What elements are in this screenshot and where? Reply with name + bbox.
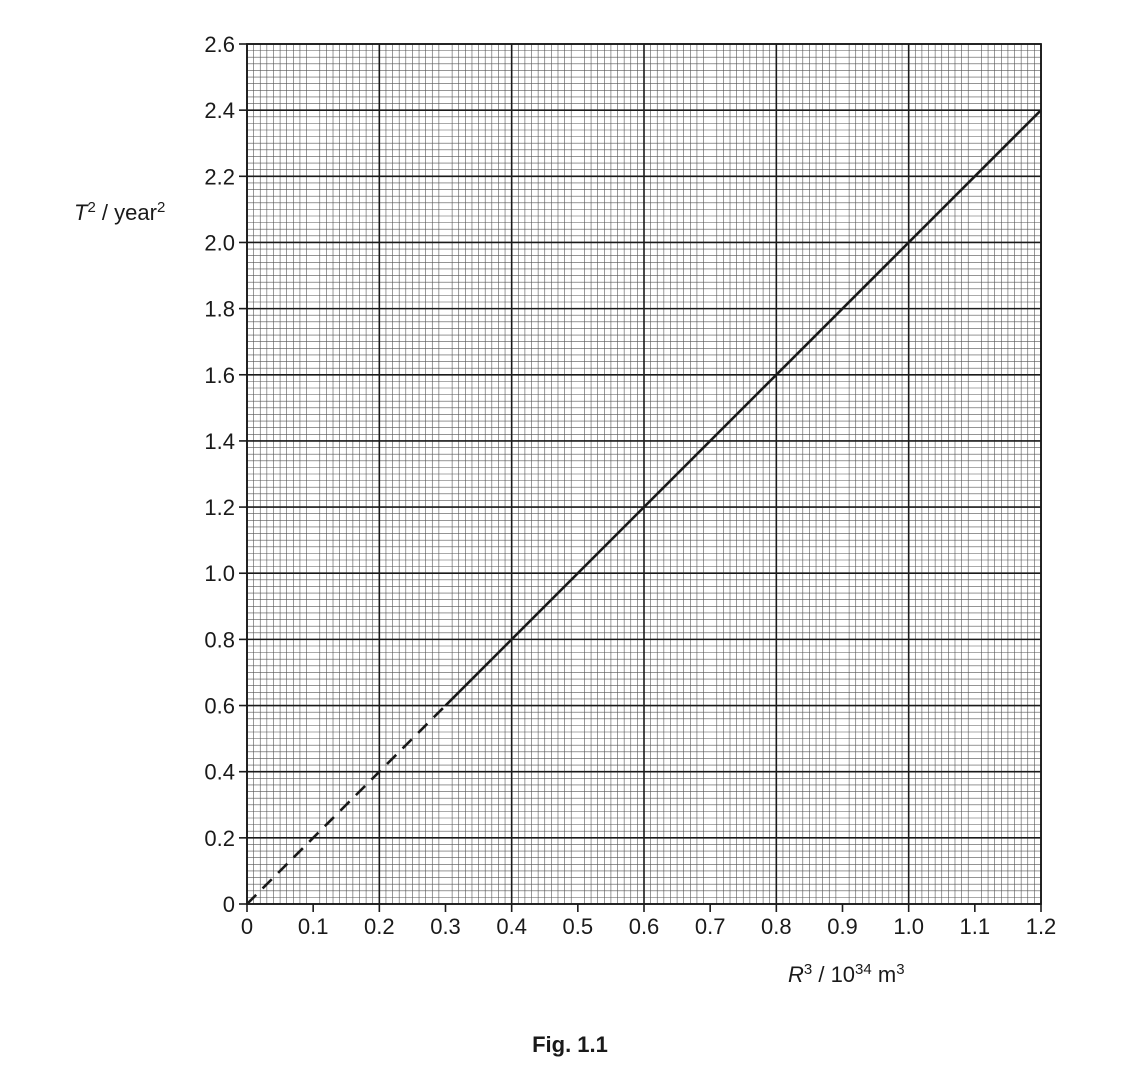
y-axis-symbol-exponent: 2 bbox=[87, 199, 95, 216]
x-tick-label: 0.7 bbox=[695, 914, 726, 939]
x-tick-label: 0 bbox=[241, 914, 253, 939]
x-tick-label: 0.1 bbox=[298, 914, 329, 939]
y-tick-label: 1.4 bbox=[204, 429, 235, 454]
x-axis-unit-exponent-2: 3 bbox=[896, 961, 904, 978]
x-tick-label: 0.2 bbox=[364, 914, 395, 939]
x-tick-label: 1.1 bbox=[960, 914, 991, 939]
y-axis-symbol: T bbox=[74, 200, 89, 225]
y-tick-labels: 0 0.2 0.4 0.6 0.8 1.0 1.2 1.4 1.6 1.8 2.0 2.2 2.4 2.6 bbox=[204, 32, 247, 917]
y-axis-label: T2 / year2 bbox=[74, 199, 165, 226]
x-axis-unit-prefix: / 10 bbox=[812, 962, 855, 987]
y-tick-label: 2.6 bbox=[204, 32, 235, 57]
y-tick-label: 1.6 bbox=[204, 363, 235, 388]
y-tick-label: 2.2 bbox=[204, 164, 235, 189]
x-tick-label: 0.5 bbox=[563, 914, 594, 939]
x-tick-labels: 0 0.1 0.2 0.3 0.4 0.5 0.6 0.7 0.8 0.9 1.0 1.1 1.2 bbox=[241, 904, 1056, 939]
y-tick-label: 0.8 bbox=[204, 627, 235, 652]
x-axis-unit-exponent: 34 bbox=[855, 961, 872, 978]
x-tick-label: 0.6 bbox=[629, 914, 660, 939]
x-axis-symbol-exponent: 3 bbox=[804, 961, 812, 978]
x-axis-unit: m bbox=[872, 962, 896, 987]
y-tick-label: 0 bbox=[223, 892, 235, 917]
x-axis-label: R3 / 1034 m3 bbox=[788, 961, 905, 988]
y-axis-unit: / year bbox=[96, 200, 157, 225]
y-axis-unit-exponent: 2 bbox=[157, 199, 165, 216]
x-tick-label: 1.0 bbox=[893, 914, 924, 939]
y-tick-label: 0.6 bbox=[204, 694, 235, 719]
y-tick-label: 0.4 bbox=[204, 760, 235, 785]
y-tick-label: 2.4 bbox=[204, 98, 235, 123]
x-tick-label: 0.8 bbox=[761, 914, 792, 939]
x-tick-label: 0.9 bbox=[827, 914, 858, 939]
series-line-solid bbox=[444, 109, 1042, 707]
x-axis-symbol: R bbox=[788, 962, 804, 987]
x-tick-label: 1.2 bbox=[1026, 914, 1057, 939]
y-tick-label: 0.2 bbox=[204, 826, 235, 851]
y-tick-label: 2.0 bbox=[204, 230, 235, 255]
y-tick-label: 1.2 bbox=[204, 495, 235, 520]
y-tick-label: 1.8 bbox=[204, 297, 235, 322]
series-line-dashed bbox=[246, 704, 447, 905]
series-layer bbox=[246, 109, 1042, 905]
x-tick-label: 0.3 bbox=[430, 914, 461, 939]
x-tick-label: 0.4 bbox=[496, 914, 527, 939]
figure-caption: Fig. 1.1 bbox=[532, 1032, 608, 1057]
y-tick-label: 1.0 bbox=[204, 561, 235, 586]
